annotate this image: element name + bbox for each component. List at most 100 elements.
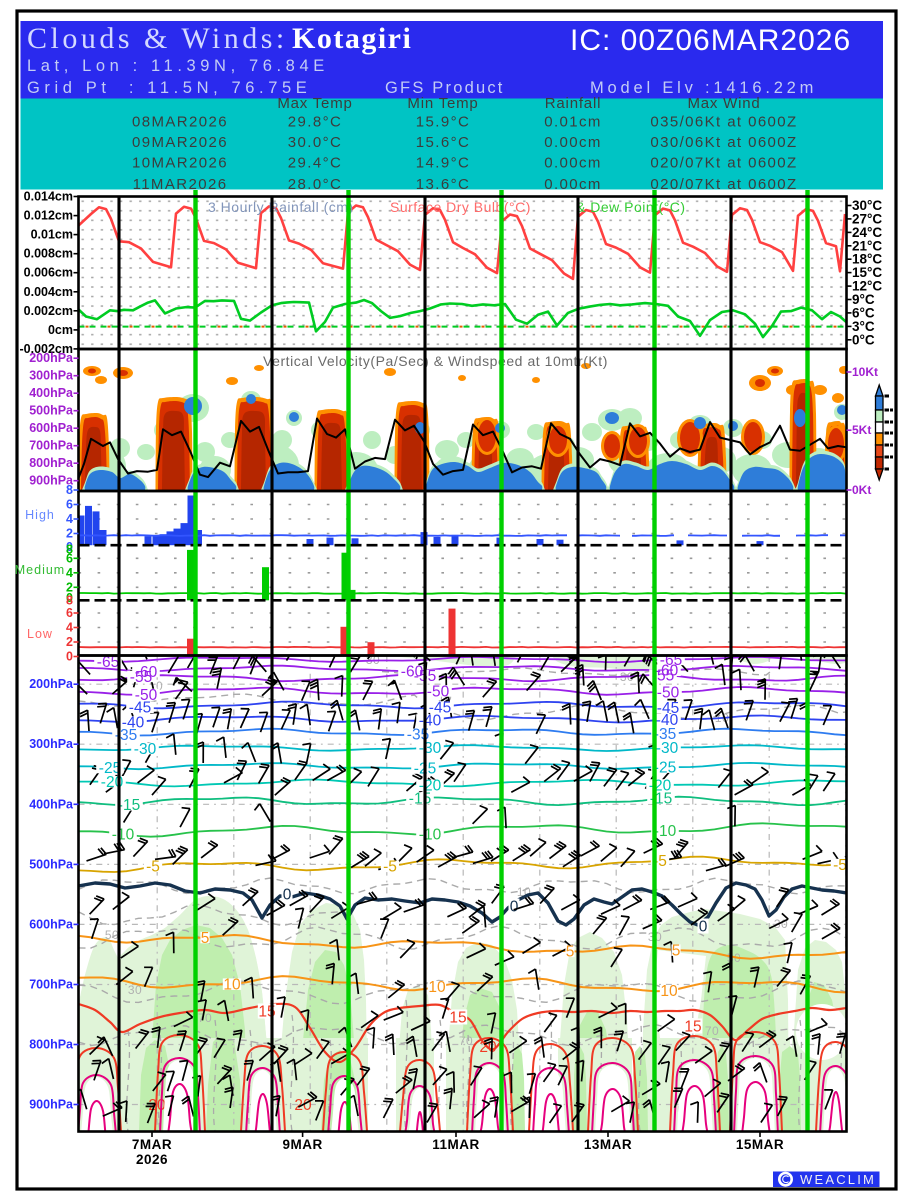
svg-text:0cm: 0cm — [48, 323, 73, 337]
svg-text:0.00cm: 0.00cm — [544, 134, 602, 151]
svg-text:Max Wind: Max Wind — [687, 95, 760, 112]
svg-text:900hPa: 900hPa — [29, 1098, 74, 1112]
svg-text:5: 5 — [201, 930, 210, 947]
svg-text:020/07Kt at 0600Z: 020/07Kt at 0600Z — [650, 176, 797, 193]
svg-text:WEACLIM: WEACLIM — [800, 1172, 876, 1187]
svg-text:-50: -50 — [427, 683, 450, 700]
svg-text:-0.002cm: -0.002cm — [19, 342, 73, 356]
svg-text:20: 20 — [294, 1097, 312, 1114]
svg-text:Surface Dry Bulb(°C): Surface Dry Bulb(°C) — [390, 199, 531, 215]
svg-text:2: 2 — [66, 635, 73, 649]
svg-text:-55: -55 — [130, 669, 152, 686]
svg-text:Model Elv :1416.22m: Model Elv :1416.22m — [590, 79, 817, 97]
svg-text:0.01cm: 0.01cm — [544, 114, 602, 131]
svg-text:0.00cm: 0.00cm — [544, 176, 602, 193]
svg-text:3 Hourly Rainfall (cm): 3 Hourly Rainfall (cm) — [208, 199, 354, 215]
svg-text:800hPa: 800hPa — [29, 1038, 74, 1052]
svg-text:400hPa: 400hPa — [29, 797, 74, 811]
svg-text:IC: 00Z06MAR2026: IC: 00Z06MAR2026 — [570, 24, 851, 57]
svg-text:5: 5 — [672, 943, 681, 960]
svg-text:High: High — [25, 508, 55, 522]
svg-text:Kotagiri: Kotagiri — [292, 22, 412, 55]
svg-text:GFS Product: GFS Product — [385, 79, 505, 97]
svg-text:5: 5 — [566, 944, 575, 961]
svg-text:300hPa: 300hPa — [29, 737, 74, 751]
svg-text:0.012cm: 0.012cm — [24, 209, 73, 223]
svg-text:27°C: 27°C — [852, 211, 882, 226]
svg-text:6: 6 — [66, 606, 73, 620]
svg-text:08MAR2026: 08MAR2026 — [132, 114, 228, 131]
svg-text:Low: Low — [27, 627, 53, 641]
svg-text:-5: -5 — [146, 859, 160, 876]
svg-text:10Kt: 10Kt — [852, 365, 878, 379]
svg-text:& Dew Point(°C): & Dew Point(°C) — [576, 199, 686, 215]
svg-text:Grid Pt : 11.5N, 76.75E: Grid Pt : 11.5N, 76.75E — [27, 79, 311, 97]
svg-text:6°C: 6°C — [852, 305, 875, 320]
svg-text:6: 6 — [66, 551, 73, 565]
svg-text:10: 10 — [660, 983, 678, 1000]
svg-text:-45: -45 — [129, 700, 151, 717]
svg-text:14.9°C: 14.9°C — [416, 155, 470, 172]
svg-text:-25: -25 — [654, 760, 676, 777]
svg-text:-10: -10 — [419, 827, 442, 844]
svg-text:8: 8 — [66, 594, 73, 608]
svg-text:15: 15 — [449, 1009, 466, 1026]
svg-text:15MAR: 15MAR — [736, 1137, 784, 1152]
svg-text:Min Temp: Min Temp — [407, 95, 478, 112]
svg-text:0: 0 — [66, 540, 73, 554]
svg-text:700hPa: 700hPa — [29, 439, 74, 453]
svg-text:-65: -65 — [660, 652, 682, 669]
svg-text:-50: -50 — [657, 684, 680, 701]
svg-text:Rainfall: Rainfall — [545, 95, 601, 112]
svg-text:13MAR: 13MAR — [584, 1137, 632, 1152]
svg-text:-15: -15 — [409, 790, 431, 807]
svg-text:900hPa: 900hPa — [29, 474, 74, 488]
svg-text:-30: -30 — [419, 740, 442, 757]
svg-text:300hPa: 300hPa — [29, 369, 74, 383]
svg-text:30.0°C: 30.0°C — [288, 134, 342, 151]
svg-text:70: 70 — [198, 1011, 212, 1025]
svg-text:Vertical Velocity(Pa/Sec) & Wi: Vertical Velocity(Pa/Sec) & Windspeed at… — [263, 353, 608, 369]
svg-text:4: 4 — [66, 512, 73, 526]
svg-text:Max Temp: Max Temp — [277, 95, 352, 112]
svg-text:29.4°C: 29.4°C — [288, 155, 342, 172]
svg-text:-25: -25 — [99, 760, 121, 777]
svg-text:0Kt: 0Kt — [852, 483, 871, 497]
svg-text:-30: -30 — [656, 740, 679, 757]
svg-text:Lat, Lon : 11.39N, 76.84E: Lat, Lon : 11.39N, 76.84E — [27, 57, 329, 75]
svg-text:11MAR: 11MAR — [432, 1137, 480, 1152]
svg-text:4: 4 — [66, 566, 73, 580]
svg-text:9MAR: 9MAR — [282, 1137, 322, 1152]
svg-text:0: 0 — [510, 898, 519, 915]
svg-text:0.00cm: 0.00cm — [544, 155, 602, 172]
svg-text:11MAR2026: 11MAR2026 — [133, 176, 228, 193]
svg-text:9°C: 9°C — [852, 292, 875, 307]
svg-text:0: 0 — [699, 918, 708, 935]
svg-text:0.002cm: 0.002cm — [24, 304, 73, 318]
svg-text:10MAR2026: 10MAR2026 — [132, 155, 228, 172]
svg-text:-10: -10 — [112, 827, 135, 844]
svg-text:400hPa: 400hPa — [29, 386, 74, 400]
svg-text:15: 15 — [684, 1018, 701, 1035]
svg-text:Clouds & Winds:: Clouds & Winds: — [27, 22, 288, 55]
svg-text:500hPa: 500hPa — [29, 404, 74, 418]
svg-text:-10: -10 — [654, 823, 677, 840]
svg-text:70: 70 — [459, 1034, 473, 1048]
svg-text:30°C: 30°C — [852, 198, 882, 213]
svg-text:0.01cm: 0.01cm — [31, 228, 73, 242]
svg-text:020/07Kt at 0600Z: 020/07Kt at 0600Z — [650, 155, 797, 172]
svg-text:70: 70 — [705, 1024, 719, 1038]
svg-text:-40: -40 — [122, 714, 145, 731]
svg-text:24°C: 24°C — [852, 225, 882, 240]
svg-text:09MAR2026: 09MAR2026 — [132, 134, 228, 151]
svg-text:600hPa: 600hPa — [29, 917, 74, 931]
svg-text:15°C: 15°C — [852, 265, 882, 280]
svg-text:500hPa: 500hPa — [29, 857, 74, 871]
svg-text:-15: -15 — [118, 797, 140, 814]
svg-text:5Kt: 5Kt — [852, 423, 871, 437]
svg-text:18°C: 18°C — [852, 252, 882, 267]
svg-text:8: 8 — [66, 483, 73, 497]
svg-text:12°C: 12°C — [852, 279, 882, 294]
svg-text:-60: -60 — [401, 664, 424, 681]
svg-text:-45: -45 — [429, 700, 451, 717]
